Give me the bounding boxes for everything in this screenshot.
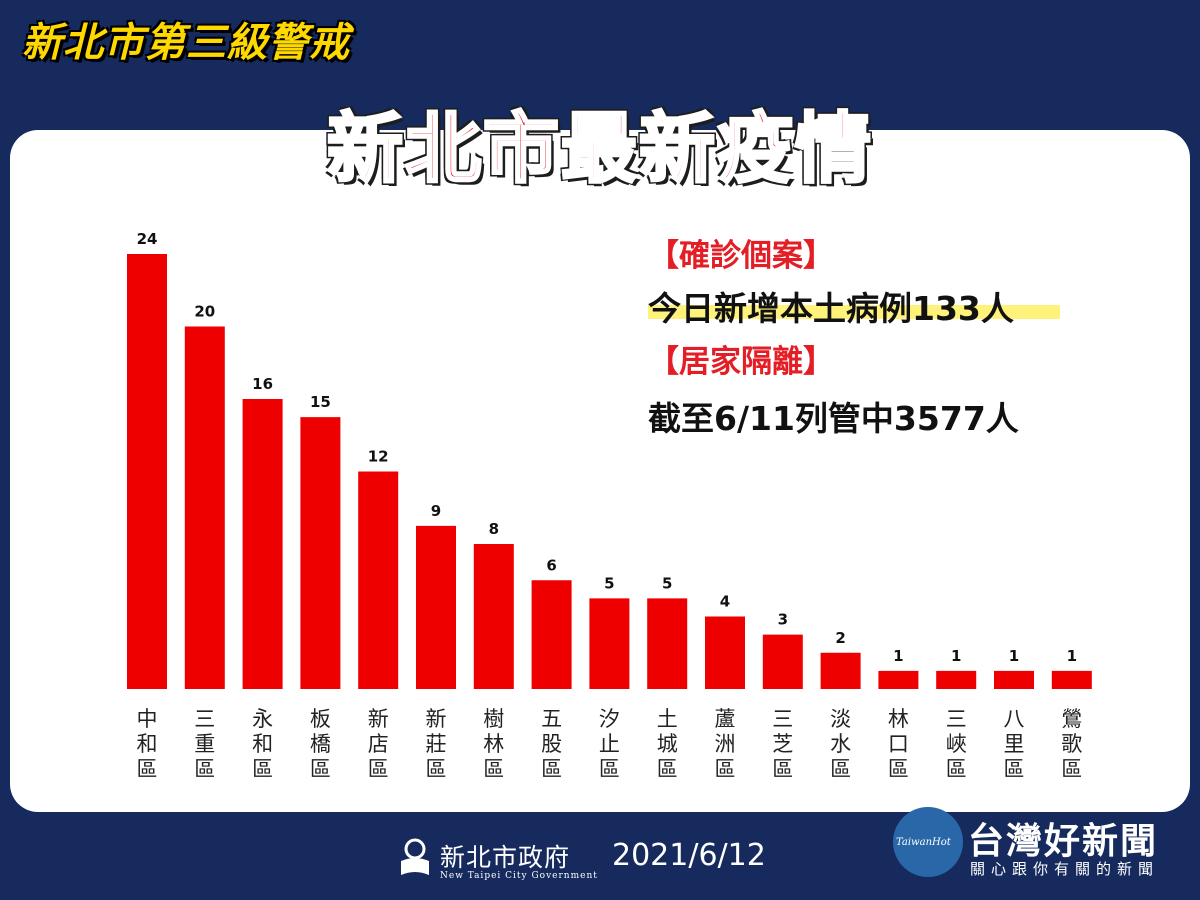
value-label: 2 xyxy=(835,629,845,647)
bar-林口區 xyxy=(878,670,919,689)
category-label: 三芝區 xyxy=(772,707,793,781)
category-label: 鶯歌區 xyxy=(1061,707,1082,781)
category-label: 土城區 xyxy=(657,707,678,781)
value-label: 24 xyxy=(137,230,158,248)
isolation-heading: 【居家隔離】 xyxy=(648,344,834,380)
bar-新店區 xyxy=(358,471,399,689)
org-name: 新北市政府 xyxy=(440,843,571,872)
category-label: 三重區 xyxy=(194,707,215,781)
alert-level-title: 新北市第三級警戒 xyxy=(22,20,350,66)
bar-三芝區 xyxy=(762,634,803,689)
category-label: 淡水區 xyxy=(830,707,851,781)
bar-淡水區 xyxy=(820,652,861,689)
bar-鶯歌區 xyxy=(1051,670,1092,689)
bar-永和區 xyxy=(242,399,283,689)
bar-五股區 xyxy=(531,580,572,689)
value-label: 3 xyxy=(778,611,788,629)
category-label: 五股區 xyxy=(541,707,562,781)
category-label: 汐止區 xyxy=(599,707,620,781)
value-label: 16 xyxy=(252,375,273,393)
value-label: 12 xyxy=(368,448,389,466)
value-label: 1 xyxy=(1067,647,1077,665)
value-label: 20 xyxy=(194,303,215,321)
confirmed-heading: 【確診個案】 xyxy=(648,238,834,274)
bar-汐止區 xyxy=(589,598,630,689)
category-label: 中和區 xyxy=(137,707,158,781)
bar-中和區 xyxy=(127,254,167,689)
value-label: 6 xyxy=(546,556,556,574)
bar-八里區 xyxy=(994,670,1034,689)
category-label: 林口區 xyxy=(888,707,909,781)
value-label: 1 xyxy=(1009,647,1019,665)
value-label: 1 xyxy=(893,647,903,665)
bar-三重區 xyxy=(184,326,225,689)
value-label: 4 xyxy=(720,593,730,611)
isolation-text: 截至6/11列管中3577人 xyxy=(648,399,1019,438)
category-label: 樹林區 xyxy=(483,707,504,781)
value-label: 15 xyxy=(310,393,331,411)
bar-樹林區 xyxy=(473,544,514,689)
bar-土城區 xyxy=(647,598,688,689)
category-label: 八里區 xyxy=(1004,707,1025,781)
category-label: 板橋區 xyxy=(310,707,331,781)
value-label: 5 xyxy=(662,574,672,592)
value-label: 9 xyxy=(431,502,441,520)
page-title: 新北市最新疫情 xyxy=(326,103,873,195)
city-logo-icon xyxy=(401,838,429,875)
bar-新莊區 xyxy=(416,525,456,689)
category-label: 蘆洲區 xyxy=(715,707,736,781)
category-label: 永和區 xyxy=(252,707,273,781)
category-labels-layer: 中和區 三重區 永和區 板橋區 新店區 新莊區 樹林區 五股區 汐止區 土城區 蘆洲區 三芝區 淡水區 林… xyxy=(137,707,1083,781)
org-name-en: New Taipei City Government xyxy=(440,871,598,881)
bars-layer xyxy=(127,254,1092,689)
category-label: 新莊區 xyxy=(426,707,447,781)
report-date: 2021/6/12 xyxy=(612,838,766,873)
value-label: 1 xyxy=(951,647,961,665)
confirmed-text: 今日新增本土病例133人 xyxy=(648,289,1014,328)
bar-蘆洲區 xyxy=(705,616,745,689)
watermark-name: 台灣好新聞 xyxy=(968,821,1159,862)
watermark-slogan: 關心跟你有關的新聞 xyxy=(970,860,1160,878)
category-label: 新店區 xyxy=(368,707,389,781)
value-labels-layer: 24 20 16 15 12 9 8 6 5 5 4 3 2 1 1 1 1 xyxy=(137,230,1077,665)
watermark-logo-text: TaiwanHot xyxy=(896,837,951,848)
category-label: 三峽區 xyxy=(946,707,967,781)
bar-板橋區 xyxy=(300,417,341,689)
watermark-logo-icon xyxy=(893,807,963,877)
value-label: 8 xyxy=(489,520,499,538)
text-highlight xyxy=(648,305,1060,319)
value-label: 5 xyxy=(604,574,614,592)
bar-三峽區 xyxy=(936,670,977,689)
